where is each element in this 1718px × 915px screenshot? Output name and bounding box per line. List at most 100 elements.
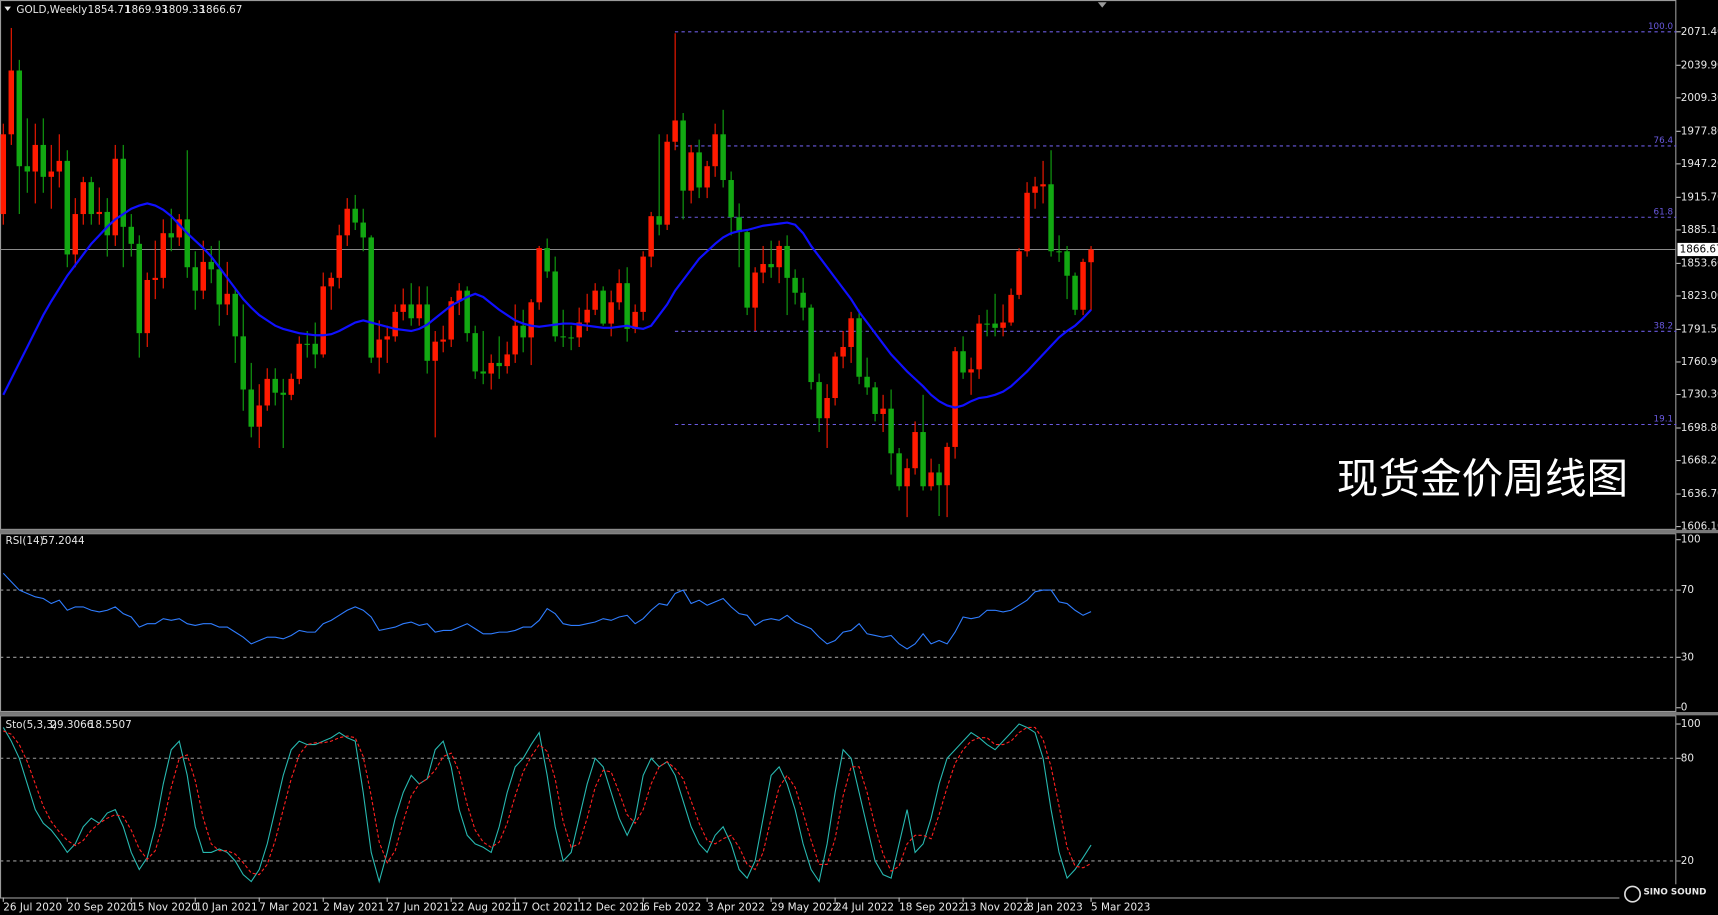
y-tick-label: 70 xyxy=(1681,584,1694,596)
x-tick-label: 10 Jan 2021 xyxy=(195,901,257,913)
candle-body xyxy=(792,277,798,293)
candle-body xyxy=(1032,186,1038,193)
candle-body xyxy=(712,134,718,167)
candle-body xyxy=(256,405,262,427)
candle-body xyxy=(120,158,127,227)
candle-body xyxy=(280,392,286,395)
candle-body xyxy=(584,309,590,323)
candle-body xyxy=(384,336,390,340)
x-tick-label: 7 Mar 2021 xyxy=(259,901,318,913)
candle-body xyxy=(504,354,510,367)
candle-body xyxy=(320,286,326,355)
candle-body xyxy=(616,283,622,303)
candle-body xyxy=(768,264,774,268)
indicator-line xyxy=(2,572,1092,650)
candle-body xyxy=(1080,261,1086,310)
candle-body xyxy=(1024,192,1030,252)
candle-body xyxy=(976,323,982,370)
candle-body xyxy=(856,318,862,377)
candle-body xyxy=(112,158,119,236)
quote: 1809.33 xyxy=(162,4,205,16)
logo: SINO SOUND xyxy=(1643,887,1706,897)
candle-body xyxy=(8,70,15,135)
moving-average xyxy=(2,202,1092,409)
y-tick-label: 1606.10 xyxy=(1681,521,1718,533)
indicator-line xyxy=(3,726,1092,876)
candle-body xyxy=(688,152,694,191)
y-tick-label: 100 xyxy=(1681,718,1701,730)
candle-body xyxy=(520,325,526,338)
fib-label: 61.8 xyxy=(1654,207,1674,217)
candle-body xyxy=(488,362,494,374)
candle-body xyxy=(208,261,214,270)
candle-body xyxy=(752,272,758,308)
fib-label: 76.4 xyxy=(1654,136,1674,146)
x-tick-label: 13 Nov 2022 xyxy=(963,901,1030,913)
indicator-value: 18.5507 xyxy=(89,719,132,731)
candle-body xyxy=(440,339,446,342)
candle-body xyxy=(360,222,366,238)
x-tick-label: 2 May 2021 xyxy=(323,901,384,913)
symbol: GOLD,Weekly xyxy=(16,4,87,16)
candle-body xyxy=(128,226,134,244)
candle-body xyxy=(80,182,87,215)
price-pane-frame xyxy=(0,0,1677,530)
y-tick-label: 1791.50 xyxy=(1681,323,1718,335)
candle-body xyxy=(776,245,782,268)
x-tick-label: 18 Sep 2022 xyxy=(899,901,965,913)
indicator-value: 57.2044 xyxy=(42,535,85,547)
candle-body xyxy=(376,339,382,358)
candle-body xyxy=(144,279,150,334)
candle-body xyxy=(416,304,422,319)
candle-body xyxy=(1000,322,1006,328)
candle-body xyxy=(840,346,846,357)
candle-body xyxy=(824,398,830,419)
menu-marker xyxy=(4,6,11,11)
x-tick-label: 3 Apr 2022 xyxy=(707,901,765,913)
candle-body xyxy=(528,302,534,338)
candle-body xyxy=(16,70,23,167)
candle-body xyxy=(872,387,878,414)
y-tick-label: 0 xyxy=(1681,702,1688,714)
candle-body xyxy=(744,232,750,308)
candle-body xyxy=(160,233,166,278)
candle-body xyxy=(984,323,990,325)
candle-body xyxy=(944,446,950,486)
candle-body xyxy=(272,378,278,393)
candle-body xyxy=(1016,251,1022,295)
y-tick-label: 1977.80 xyxy=(1681,125,1718,137)
candle-body xyxy=(448,301,454,340)
shift-marker xyxy=(1097,2,1107,8)
candle-body xyxy=(232,293,238,337)
candle-body xyxy=(992,323,998,328)
candle-body xyxy=(864,376,870,388)
candle-body xyxy=(456,290,462,302)
y-tick-label: 1668.20 xyxy=(1681,455,1718,467)
x-tick-label: 6 Feb 2022 xyxy=(643,901,701,913)
candle-body xyxy=(336,235,342,278)
candle-body xyxy=(480,371,486,374)
x-tick-label: 22 Aug 2021 xyxy=(451,901,518,913)
pane-separator xyxy=(0,712,1718,716)
price-box-label: 1866.67 xyxy=(1680,243,1718,255)
candle-body xyxy=(928,472,934,487)
candle-body xyxy=(312,343,318,355)
price-box xyxy=(1677,242,1718,257)
candle-body xyxy=(368,237,374,358)
candle-body xyxy=(1008,294,1014,323)
candle-body xyxy=(48,171,55,177)
candle-body xyxy=(392,311,398,337)
candle-body xyxy=(176,219,182,238)
candle-body xyxy=(96,211,103,215)
candle-body xyxy=(64,160,71,255)
y-tick-label: 2039.90 xyxy=(1681,59,1718,71)
candle-body xyxy=(696,152,702,188)
candle-body xyxy=(784,245,790,278)
candle-body xyxy=(1064,251,1070,276)
y-tick-label: 1947.20 xyxy=(1681,158,1718,170)
candle-body xyxy=(848,318,854,347)
quote: 1854.71 xyxy=(88,4,131,16)
candle-body xyxy=(88,182,95,215)
y-tick-label: 2009.30 xyxy=(1681,92,1718,104)
candle-body xyxy=(344,208,350,236)
